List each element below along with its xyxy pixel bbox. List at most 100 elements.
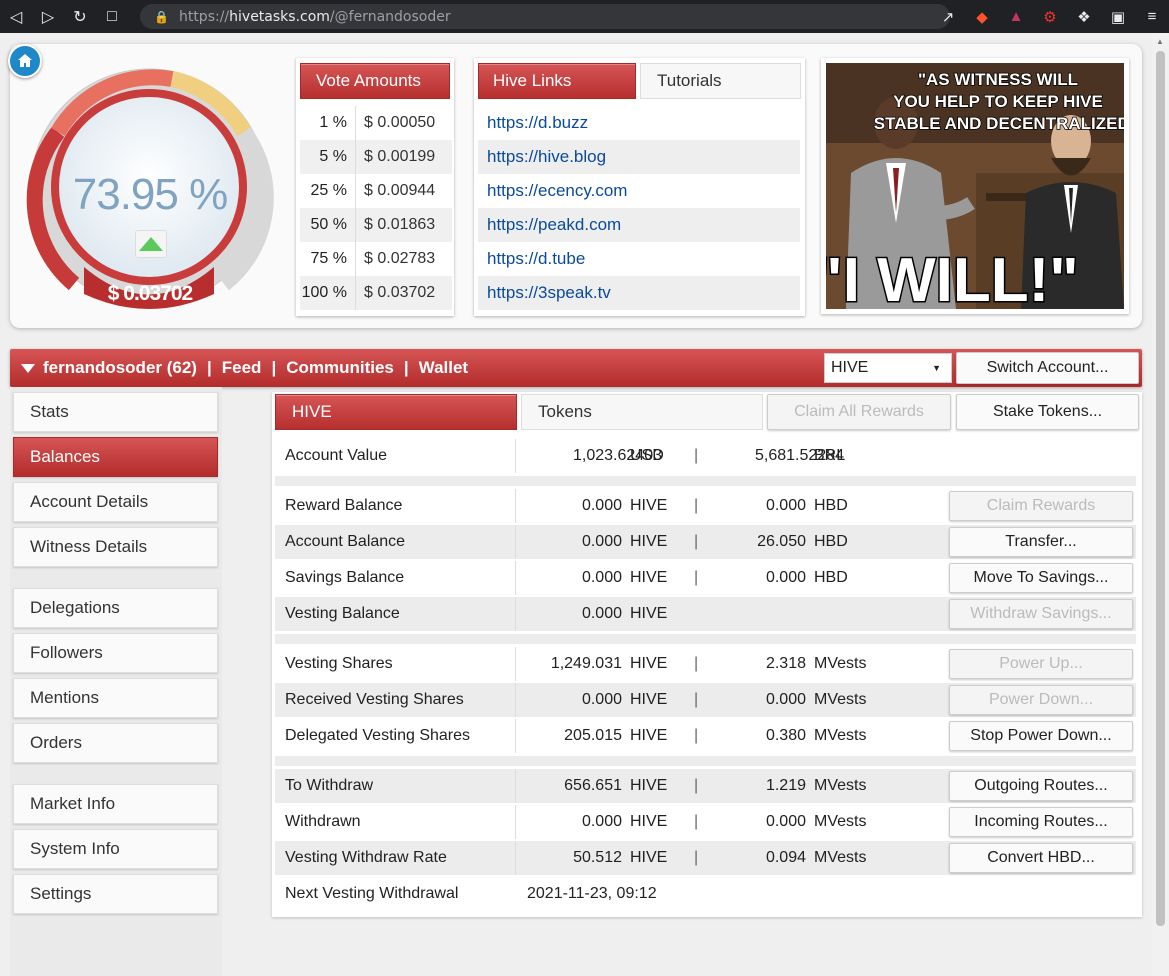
- balance-label: Vesting Withdraw Rate: [285, 849, 447, 866]
- value-hive: 0.000: [581, 813, 622, 830]
- row-action-button[interactable]: Incoming Routes...: [949, 807, 1133, 837]
- sidebar-item-orders[interactable]: Orders: [13, 723, 218, 763]
- sidebar-item-stats[interactable]: Stats: [13, 392, 218, 432]
- account-bar: fernandosoder (62) | Feed | Communities …: [10, 349, 1142, 387]
- row-action-button[interactable]: Claim Rewards: [949, 491, 1133, 521]
- brave-shield-icon[interactable]: ◆: [976, 8, 988, 26]
- open-external-icon[interactable]: ↗: [941, 8, 955, 26]
- row-action-button[interactable]: Convert HBD...: [949, 843, 1133, 873]
- account-dropdown-icon[interactable]: [21, 363, 35, 373]
- balance-label: Next Vesting Withdrawal: [285, 885, 459, 902]
- hive-link[interactable]: https://peakd.com: [478, 208, 800, 242]
- row-action-button[interactable]: Move To Savings...: [949, 563, 1133, 593]
- sidebar-item-system-info[interactable]: System Info: [13, 829, 218, 869]
- balance-label: Account Balance: [285, 533, 406, 550]
- sidebar-item-followers[interactable]: Followers: [13, 633, 218, 673]
- vote-usd: $ 0.00050: [364, 114, 436, 131]
- bookmark-icon[interactable]: □: [107, 7, 117, 25]
- vote-value: $ 0.03702: [107, 282, 193, 305]
- separator: |: [694, 813, 699, 830]
- home-button[interactable]: [8, 44, 42, 78]
- url-text: https://hivetasks.com/@fernandosoder: [178, 8, 451, 25]
- value-hive: 0.000: [581, 691, 622, 708]
- row-action-button[interactable]: Withdraw Savings...: [949, 599, 1133, 629]
- next-withdrawal-date: 2021-11-23, 09:12: [527, 885, 657, 902]
- vote-percent: 50 %: [300, 208, 356, 242]
- unit-usd: USD: [630, 447, 664, 464]
- unit-hive: HIVE: [630, 655, 668, 672]
- sidebar-item-witness-details[interactable]: Witness Details: [13, 527, 218, 567]
- balance-label: Account Value: [285, 447, 387, 464]
- balance-label: Reward Balance: [285, 497, 403, 514]
- unit-hive: HIVE: [630, 533, 668, 550]
- sidebar-item-settings[interactable]: Settings: [13, 874, 218, 914]
- tab-hive-links[interactable]: Hive Links: [478, 63, 636, 99]
- hive-link[interactable]: https://d.tube: [487, 249, 586, 268]
- balance-label: Received Vesting Shares: [285, 691, 464, 708]
- value-secondary: 0.380: [765, 727, 806, 744]
- sidebar-item-delegations[interactable]: Delegations: [13, 588, 218, 628]
- unit-hive: HIVE: [630, 813, 668, 830]
- row-action-button[interactable]: Transfer...: [949, 527, 1133, 557]
- column-divider: [515, 841, 516, 875]
- tab-tutorials[interactable]: Tutorials: [640, 63, 801, 99]
- unit-secondary: MVests: [814, 655, 867, 672]
- reload-icon[interactable]: ↻: [73, 8, 87, 26]
- column-divider: [515, 489, 516, 523]
- column-divider: [515, 769, 516, 803]
- row-action-button[interactable]: Power Down...: [949, 685, 1133, 715]
- balance-row: Vesting Balance 0.000 HIVE Withdraw Savi…: [275, 597, 1136, 631]
- hive-link[interactable]: https://hive.blog: [478, 140, 800, 174]
- balance-row: Account Balance 0.000 HIVE | 26.050 HBD …: [275, 525, 1136, 559]
- sidebar-item-market-info[interactable]: Market Info: [13, 784, 218, 824]
- stake-tokens-button[interactable]: Stake Tokens...: [956, 394, 1139, 430]
- address-bar[interactable]: 🔒 https://hivetasks.com/@fernandosoder: [140, 4, 950, 29]
- value-hive: 0.000: [581, 605, 622, 622]
- rewards-icon[interactable]: ▲: [1008, 8, 1024, 25]
- unit-hive: HIVE: [630, 569, 668, 586]
- column-divider: [515, 719, 516, 753]
- scroll-up-icon[interactable]: ▲: [1156, 37, 1164, 46]
- claim-all-rewards-button[interactable]: Claim All Rewards: [767, 394, 951, 430]
- balance-row: Received Vesting Shares 0.000 HIVE | 0.0…: [275, 683, 1136, 717]
- hive-link[interactable]: https://ecency.com: [487, 181, 628, 200]
- forward-icon[interactable]: ▷: [41, 8, 55, 26]
- home-icon: [18, 54, 32, 67]
- scrollbar-thumb[interactable]: [1156, 51, 1165, 926]
- value-hive: 50.512: [573, 849, 622, 866]
- row-action-button[interactable]: Stop Power Down...: [949, 721, 1133, 751]
- hive-links-panel: [474, 58, 805, 316]
- value-secondary: 26.050: [757, 533, 806, 550]
- feed-link[interactable]: Feed: [221, 358, 262, 377]
- vote-usd: $ 0.00199: [364, 148, 436, 165]
- hive-link[interactable]: https://3speak.tv: [478, 276, 800, 310]
- value-secondary: 0.094: [765, 849, 806, 866]
- account-name-link[interactable]: fernandosoder (62): [43, 358, 197, 377]
- extension-key-icon[interactable]: ⚙: [1043, 8, 1057, 26]
- sidebar-item-mentions[interactable]: Mentions: [13, 678, 218, 718]
- wallet-icon[interactable]: ▣: [1110, 8, 1126, 26]
- switch-account-button[interactable]: Switch Account...: [956, 352, 1139, 384]
- value-secondary: 0.000: [765, 569, 806, 586]
- value-usd: 1,023.62403: [573, 447, 662, 464]
- unit-secondary: MVests: [814, 727, 867, 744]
- tab-hive[interactable]: HIVE: [275, 394, 517, 430]
- communities-link[interactable]: Communities: [286, 358, 394, 377]
- vote-percent: 1 %: [300, 106, 356, 140]
- tab-tokens[interactable]: Tokens: [521, 394, 763, 430]
- hive-link[interactable]: https://d.buzz: [487, 113, 589, 132]
- row-action-button[interactable]: Power Up...: [949, 649, 1133, 679]
- svg-text:STABLE AND DECENTRALIZED?": STABLE AND DECENTRALIZED?": [874, 114, 1124, 133]
- page-scrollbar[interactable]: ▲: [1152, 33, 1169, 976]
- token-select[interactable]: HIVE ▼: [824, 353, 952, 383]
- wallet-link[interactable]: Wallet: [418, 358, 469, 377]
- extensions-icon[interactable]: ❖: [1077, 8, 1091, 26]
- column-divider: [515, 561, 516, 595]
- vote-amount-row: 5 % $ 0.00199: [300, 140, 452, 174]
- sidebar-item-balances[interactable]: Balances: [13, 437, 218, 477]
- sidebar-item-account-details[interactable]: Account Details: [13, 482, 218, 522]
- menu-icon[interactable]: ≡: [1147, 8, 1157, 25]
- back-icon[interactable]: ◁: [9, 8, 23, 26]
- column-divider: [515, 525, 516, 559]
- row-action-button[interactable]: Outgoing Routes...: [949, 771, 1133, 801]
